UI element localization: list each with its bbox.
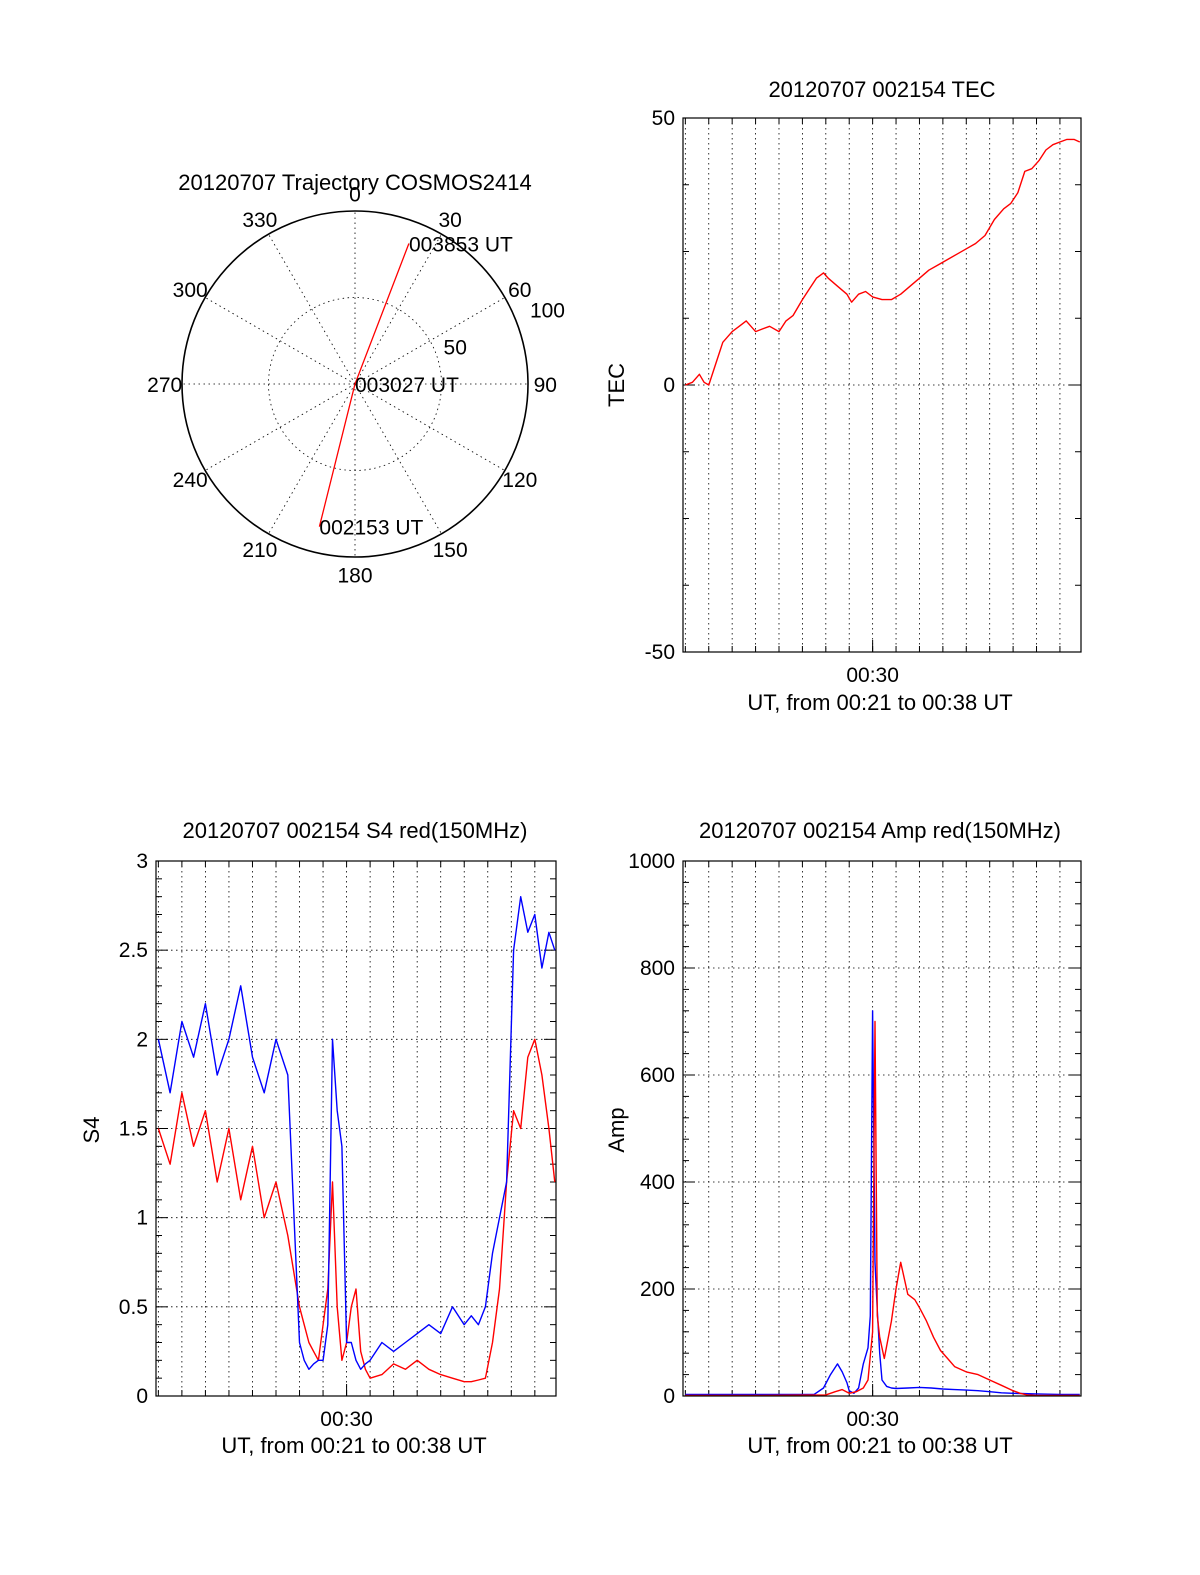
s4-xtick-label: 00:30 <box>320 1408 373 1431</box>
amp-panel: 20120707 002154 Amp red(150MHz) 0 200 400 6… <box>604 818 1082 1458</box>
trajectory-point-label: 002153 UT <box>319 517 423 540</box>
trajectory-point-label: 003853 UT <box>409 233 513 256</box>
polar-azimuth-label: 270 <box>147 374 182 397</box>
s4-ytick-label: 3 <box>136 850 148 873</box>
amp-grid <box>683 861 1081 1396</box>
polar-azimuth-label: 330 <box>242 209 277 232</box>
polar-azimuth-label: 30 <box>438 209 461 232</box>
tec-plot-frame <box>682 117 1082 653</box>
s4-ytick-label: 0 <box>136 1385 148 1408</box>
s4-plot-frame <box>155 860 557 1397</box>
amp-xlabel: UT, from 00:21 to 00:38 UT <box>747 1433 1012 1458</box>
tec-ylabel: TEC <box>604 363 629 407</box>
amp-title: 20120707 002154 Amp red(150MHz) <box>699 818 1061 843</box>
amp-tick-labels: 0 200 400 600 800 1000 00:30 <box>628 850 899 1431</box>
polar-grid <box>182 211 528 557</box>
s4-ytick-label: 2.5 <box>119 939 148 962</box>
amp-ytick-label: 0 <box>663 1385 675 1408</box>
s4-ticks <box>156 860 556 1397</box>
trajectory-outer-circle <box>181 210 529 558</box>
polar-azimuth-label: 240 <box>173 469 208 492</box>
tec-ticks <box>683 117 1081 653</box>
amp-series <box>685 1010 1080 1397</box>
s4-xlabel: UT, from 00:21 to 00:38 UT <box>221 1433 486 1458</box>
trajectory-panel: 20120707 Trajectory COSMOS2414 0 30 60 90 12… <box>147 170 565 587</box>
polar-spoke-300 <box>204 297 356 385</box>
tec-panel: 20120707 002154 TEC -50 0 50 00:30 TEC UT, … <box>604 77 1082 715</box>
tec-title: 20120707 002154 TEC <box>768 77 995 102</box>
polar-azimuth-label: 90 <box>534 374 557 397</box>
trajectory-point-labels: 002153 UT 003027 UT 003853 UT <box>319 233 513 539</box>
polar-ring-50 <box>268 297 442 471</box>
trajectory-title: 20120707 Trajectory COSMOS2414 <box>178 170 531 195</box>
s4-ytick-label: 1.5 <box>119 1118 148 1141</box>
s4-ytick-label: 1 <box>136 1207 148 1230</box>
amp-plot-frame <box>682 860 1082 1397</box>
tec-ytick-label: 50 <box>652 107 675 130</box>
s4-panel: 20120707 002154 S4 red(150MHz) 0 0.5 1 1.5 2… <box>79 818 557 1458</box>
tec-tick-labels: -50 0 50 00:30 <box>645 107 899 687</box>
amp-ytick-label: 400 <box>640 1171 675 1194</box>
amp-ytick-label: 800 <box>640 957 675 980</box>
polar-spoke-30 <box>354 233 442 385</box>
polar-radial-label: 50 <box>444 337 467 360</box>
polar-spoke-60 <box>354 297 506 385</box>
polar-radial-labels: 50 100 <box>444 299 565 359</box>
s4-ylabel: S4 <box>79 1117 104 1144</box>
tec-xtick-label: 00:30 <box>846 664 899 687</box>
amp-xtick-label: 00:30 <box>846 1408 899 1431</box>
amp-series-line-0 <box>685 1010 1080 1396</box>
s4-series-line-1 <box>157 896 556 1371</box>
amp-series-line-1 <box>685 1020 1080 1397</box>
amp-ylabel: Amp <box>604 1107 629 1152</box>
tec-xlabel: UT, from 00:21 to 00:38 UT <box>747 690 1012 715</box>
tec-ytick-label: 0 <box>663 374 675 397</box>
s4-title: 20120707 002154 S4 red(150MHz) <box>183 818 528 843</box>
amp-ticks <box>683 860 1081 1397</box>
s4-tick-labels: 0 0.5 1 1.5 2 2.5 3 00:30 <box>119 850 373 1431</box>
trajectory-track <box>318 243 410 527</box>
s4-ytick-label: 2 <box>136 1028 148 1051</box>
polar-azimuth-label: 0 <box>349 184 361 207</box>
polar-azimuth-label: 300 <box>173 279 208 302</box>
polar-azimuth-label: 180 <box>337 564 372 587</box>
polar-azimuth-label: 150 <box>433 539 468 562</box>
s4-ytick-label: 0.5 <box>119 1296 148 1319</box>
amp-ytick-label: 600 <box>640 1064 675 1087</box>
trajectory-point-label: 003027 UT <box>355 374 459 397</box>
polar-azimuth-labels: 0 30 60 90 120 150 180 210 240 270 300 330 <box>147 184 557 588</box>
s4-series-line-0 <box>157 1038 556 1383</box>
polar-azimuth-label: 60 <box>508 279 531 302</box>
amp-ytick-label: 1000 <box>628 850 675 873</box>
tec-grid <box>683 118 1081 652</box>
amp-ytick-label: 200 <box>640 1278 675 1301</box>
polar-azimuth-label: 120 <box>502 469 537 492</box>
polar-radial-label: 100 <box>530 299 565 322</box>
s4-series <box>157 896 556 1383</box>
polar-azimuth-label: 210 <box>242 539 277 562</box>
tec-ytick-label: -50 <box>645 641 675 664</box>
polar-spoke-330 <box>268 233 356 385</box>
tec-series-line-0 <box>685 138 1081 386</box>
tec-series <box>685 138 1081 386</box>
